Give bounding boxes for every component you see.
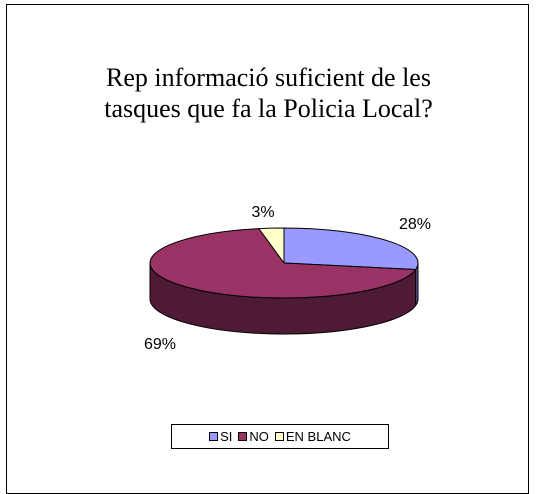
legend-item-en-blanc: EN BLANC (274, 429, 351, 444)
legend-swatch-si (209, 432, 219, 441)
pie-chart: 28% 3% 69% (144, 204, 431, 353)
pie-slice-si (283, 227, 419, 271)
legend-swatch-no (238, 432, 248, 441)
chart-title-line-2: tasques que fa la Policia Local? (104, 94, 433, 123)
legend-item-no: NO (238, 429, 269, 444)
pie-slice-no (149, 228, 417, 299)
legend-swatch-en-blanc (274, 432, 284, 441)
data-label-no: 69% (144, 336, 176, 353)
legend: SI NO EN BLANC (171, 424, 389, 449)
chart-title-line-1: Rep informació suficient de les (106, 63, 431, 92)
data-label-en-blanc: 3% (251, 204, 274, 221)
pie-group (149, 227, 419, 335)
legend-item-si: SI (209, 429, 232, 444)
legend-label-si: SI (220, 429, 233, 444)
data-label-si: 28% (399, 216, 431, 233)
legend-label-no: NO (249, 429, 269, 444)
pie-slice-en-blanc (258, 227, 285, 264)
legend-label-en-blanc: EN BLANC (285, 429, 351, 444)
chart-title: Rep informació suficient de les tasques … (0, 62, 537, 124)
